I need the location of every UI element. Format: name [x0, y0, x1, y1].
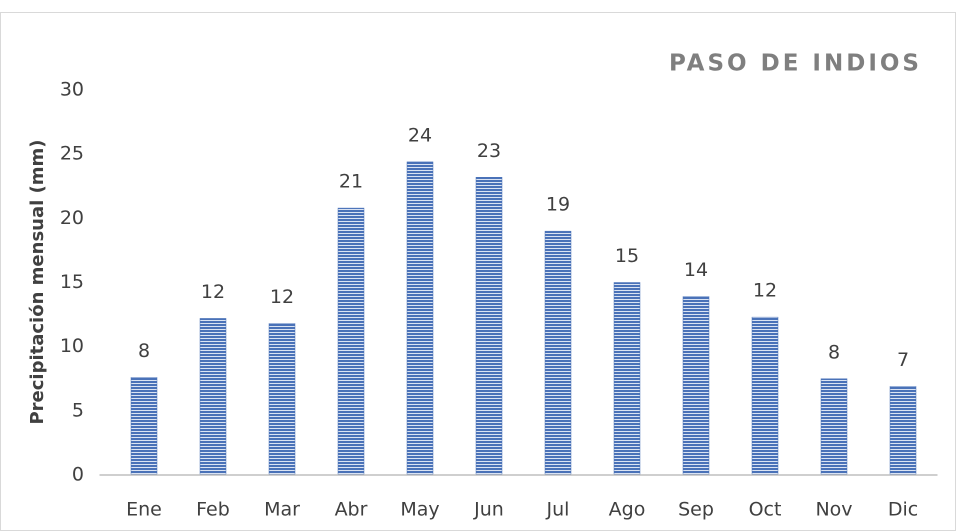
- y-tick-label: 5: [72, 399, 84, 421]
- y-tick-label: 30: [60, 79, 84, 101]
- y-tick-label: 15: [60, 271, 84, 293]
- y-tick-label: 25: [60, 143, 84, 165]
- value-label: 12: [753, 280, 777, 302]
- x-tick-label: Jul: [546, 499, 570, 521]
- x-tick-label: Mar: [264, 499, 300, 521]
- bar: [337, 207, 365, 476]
- bar: [820, 378, 848, 476]
- value-label: 12: [201, 281, 225, 303]
- value-label: 14: [684, 259, 708, 281]
- x-tick-label: May: [400, 499, 439, 521]
- bar: [475, 177, 503, 476]
- value-label: 15: [615, 245, 639, 267]
- value-label: 23: [477, 140, 501, 162]
- chart-title: PASO DE INDIOS: [669, 51, 922, 77]
- value-label: 8: [828, 341, 840, 363]
- value-label: 24: [408, 124, 432, 146]
- x-tick-label: Sep: [678, 499, 714, 521]
- value-label: 8: [138, 340, 150, 362]
- x-tick-label: Oct: [749, 499, 782, 521]
- bar: [889, 386, 917, 476]
- value-label: 21: [339, 171, 363, 193]
- y-tick-label: 10: [60, 335, 84, 357]
- x-tick-label: Jun: [473, 499, 504, 521]
- x-tick-label: Dic: [888, 499, 918, 521]
- bar: [199, 318, 227, 476]
- x-tick-label: Ene: [126, 499, 162, 521]
- y-axis-label: Precipitación mensual (mm): [27, 139, 48, 424]
- x-tick-label: Nov: [815, 499, 852, 521]
- x-tick-label: Abr: [335, 499, 368, 521]
- y-tick-label: 20: [60, 207, 84, 229]
- bar: [130, 377, 158, 476]
- value-label: 12: [270, 286, 294, 308]
- bar: [406, 161, 434, 476]
- bar: [751, 316, 779, 476]
- bar: [544, 230, 572, 476]
- bar: [268, 323, 296, 476]
- bar: [682, 296, 710, 476]
- y-tick-label: 0: [72, 464, 84, 486]
- value-label: 19: [546, 194, 570, 216]
- x-tick-label: Ago: [609, 499, 646, 521]
- value-label: 7: [897, 349, 909, 371]
- x-tick-label: Feb: [196, 499, 230, 521]
- bar: [613, 282, 641, 476]
